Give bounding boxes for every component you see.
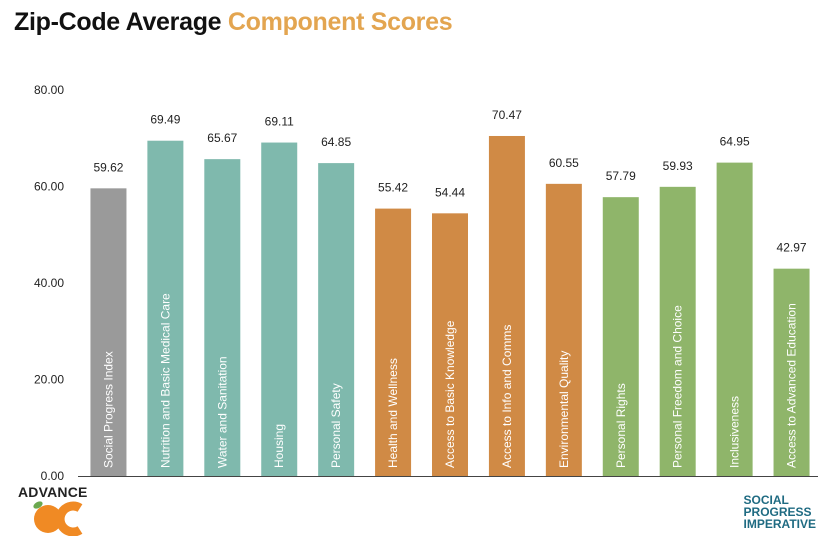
bar bbox=[716, 162, 753, 476]
bar bbox=[545, 183, 582, 476]
bar bbox=[204, 159, 241, 476]
logo-line-1: SOCIAL bbox=[743, 493, 789, 507]
chart-title: Zip-Code Average Component Scores bbox=[14, 8, 453, 37]
bar-value-label: 59.62 bbox=[93, 160, 123, 174]
bar-value-label: 65.67 bbox=[207, 131, 237, 145]
category-label: Social Progress Index bbox=[101, 351, 115, 468]
y-tick-label: 20.00 bbox=[34, 373, 64, 387]
logo-line-2: PROGRESS bbox=[743, 505, 812, 519]
advance-oc-logo: ADVANCE bbox=[18, 484, 108, 536]
bar-value-label: 55.42 bbox=[378, 181, 408, 195]
category-label: Personal Freedom and Choice bbox=[671, 305, 685, 468]
bar bbox=[147, 140, 184, 476]
category-label: Personal Rights bbox=[614, 383, 628, 468]
category-label: Personal Safety bbox=[329, 383, 343, 468]
y-tick-label: 40.00 bbox=[34, 276, 64, 290]
bar bbox=[773, 268, 810, 476]
y-tick-label: 80.00 bbox=[34, 83, 64, 97]
bar bbox=[90, 188, 127, 476]
category-label: Access to Info and Comms bbox=[500, 325, 514, 468]
chart-title-part2: Component Scores bbox=[227, 8, 453, 36]
category-label: Housing bbox=[272, 424, 286, 468]
category-label: Inclusiveness bbox=[728, 396, 742, 468]
category-label: Environmental Quality bbox=[557, 351, 571, 468]
orange-c-logo-icon bbox=[33, 501, 83, 536]
logo-line-3: IMPERATIVE bbox=[743, 517, 816, 531]
bar-value-label: 70.47 bbox=[492, 108, 522, 122]
bar-value-label: 42.97 bbox=[777, 241, 807, 255]
bar bbox=[659, 186, 696, 476]
bar-value-label: 64.85 bbox=[321, 135, 351, 149]
bar-value-label: 69.49 bbox=[150, 113, 180, 127]
bar bbox=[261, 142, 298, 476]
category-label: Access to Basic Knowledge bbox=[443, 320, 457, 468]
bar bbox=[375, 208, 412, 476]
bar bbox=[318, 163, 355, 476]
social-progress-imperative-logo: SOCIAL PROGRESS IMPERATIVE bbox=[744, 494, 816, 530]
bar-value-label: 57.79 bbox=[606, 169, 636, 183]
category-label: Nutrition and Basic Medical Care bbox=[158, 293, 172, 468]
category-label: Access to Advanced Education bbox=[785, 303, 799, 468]
bar-value-label: 60.55 bbox=[549, 156, 579, 170]
category-label: Health and Wellness bbox=[386, 358, 400, 468]
category-label: Water and Sanitation bbox=[215, 356, 229, 468]
bar bbox=[488, 135, 525, 477]
y-tick-label: 60.00 bbox=[34, 180, 64, 194]
bar-value-label: 69.11 bbox=[265, 115, 294, 129]
advance-logo-text: ADVANCE bbox=[18, 484, 88, 500]
bar-value-label: 59.93 bbox=[663, 159, 693, 173]
bar bbox=[432, 213, 468, 476]
bar-value-label: 54.44 bbox=[435, 185, 465, 199]
chart-title-part1: Zip-Code Average bbox=[14, 8, 228, 36]
bar-value-label: 64.95 bbox=[720, 135, 750, 149]
bar bbox=[602, 197, 639, 476]
y-tick-label: 0.00 bbox=[41, 469, 65, 483]
